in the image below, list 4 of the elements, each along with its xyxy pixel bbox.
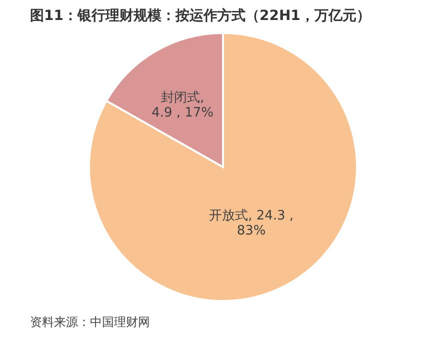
chart-title: 图11：银行理财规模：按运作方式（22H1，万亿元） [30, 7, 370, 24]
slice-label: 开放式, 24.3 , 83% [209, 208, 294, 239]
slice-label: 封闭式, 4.9 , 17% [152, 90, 214, 121]
text: 资料来源：中国理财网 [30, 314, 150, 331]
